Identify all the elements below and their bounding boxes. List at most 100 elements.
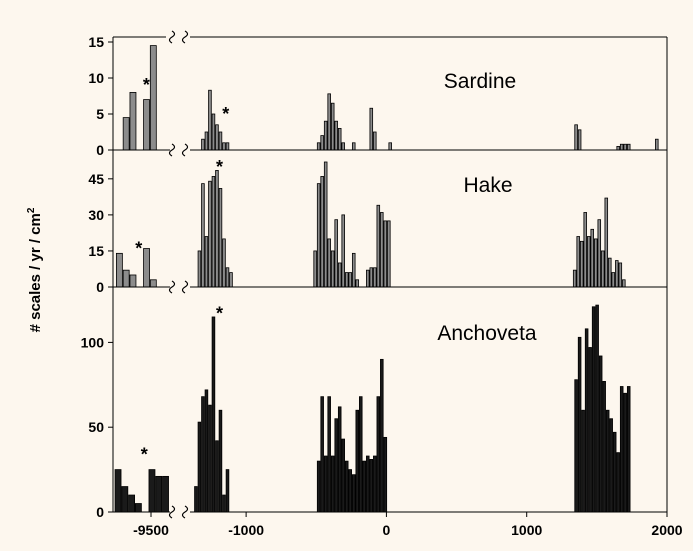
sardine-bar (373, 131, 377, 151)
anchoveta-bar (380, 358, 384, 513)
sardine-bar (320, 135, 324, 151)
axis-break-mark (181, 505, 189, 519)
anchoveta-bar (602, 381, 606, 513)
hake-bar (197, 250, 202, 288)
anchoveta-y-tick-label: 0 (96, 504, 104, 520)
anchoveta-bar (355, 409, 360, 513)
hake-bar (313, 250, 317, 288)
hake-bar (337, 262, 342, 288)
hake-bar (380, 212, 384, 288)
hake-bar (143, 248, 150, 288)
sardine-bar (626, 143, 631, 151)
anchoveta-bar (376, 396, 381, 513)
hake-bar (615, 260, 619, 288)
sardine-y-tick-label: 5 (96, 106, 104, 122)
anchoveta-bar (373, 455, 377, 513)
hake-bar (215, 170, 219, 288)
axis-break-mark (168, 143, 176, 157)
anchoveta-bar (134, 503, 142, 513)
sardine-bar (337, 127, 342, 151)
sardine-bar (323, 120, 328, 151)
hake-bar (373, 267, 377, 288)
anchoveta-bar (148, 469, 156, 513)
hake-significance-star: * (216, 157, 223, 177)
hake-bar (604, 197, 609, 288)
hake-bar (355, 279, 360, 288)
anchoveta-bar (162, 475, 169, 513)
anchoveta-bar (369, 459, 374, 513)
sardine-y-tick-label: 0 (96, 142, 104, 158)
sardine-bar (388, 142, 392, 151)
hake-bar (594, 238, 598, 288)
axis-break-mark (181, 280, 189, 294)
hake-bar (583, 212, 587, 288)
hake-bar (129, 274, 137, 288)
sardine-bar (204, 131, 209, 151)
sardine-bar (334, 120, 338, 151)
sardine-y-tick-label: 10 (88, 70, 104, 86)
hake-bar (208, 180, 212, 288)
anchoveta-bar (225, 469, 230, 513)
anchoveta-bar (623, 392, 627, 513)
anchoveta-bar (366, 455, 370, 513)
anchoveta-bar (330, 455, 335, 513)
anchoveta-bar (114, 469, 122, 513)
anchoveta-bar (155, 475, 163, 513)
anchoveta-bar (616, 452, 620, 513)
sardine-bar (619, 143, 624, 151)
anchoveta-y-tick-label: 100 (81, 334, 105, 350)
hake-bar (201, 183, 205, 288)
hake-bar (218, 188, 223, 288)
sardine-bar (143, 99, 150, 151)
anchoveta-bar (581, 409, 585, 513)
hake-y-tick-label: 0 (96, 279, 104, 295)
anchoveta-bar (362, 460, 367, 513)
anchoveta-bar (577, 336, 582, 513)
sardine-bar (341, 142, 345, 151)
hake-bar (122, 269, 130, 288)
sardine-bar (623, 143, 627, 151)
hake-bar (323, 161, 328, 288)
sardine-bar (327, 93, 331, 151)
hake-bar (572, 269, 577, 288)
axis-break-mark (181, 143, 189, 157)
anchoveta-panel-title: Anchoveta (437, 322, 537, 345)
anchoveta-bar (218, 409, 223, 513)
hake-bar (601, 250, 605, 288)
anchoveta-bar (612, 431, 617, 513)
hake-bar (576, 236, 580, 288)
hake-bar (586, 236, 591, 288)
anchoveta-bar (348, 469, 352, 513)
hake-bar (334, 219, 338, 288)
y-axis-label-superscript: 2 (26, 207, 37, 213)
anchoveta-bar (323, 455, 328, 513)
anchoveta-bar (598, 355, 603, 513)
hake-panel-title: Hake (463, 174, 512, 197)
hake-bar (327, 238, 331, 288)
anchoveta-bar (121, 486, 129, 513)
anchoveta-bar (574, 379, 578, 513)
y-axis-label: # scales / yr / cm2 (26, 207, 44, 332)
axis-break-mark (168, 280, 176, 294)
anchoveta-y-tick-label: 50 (88, 419, 104, 435)
sardine-bar (330, 102, 335, 151)
hake-bar (376, 204, 381, 288)
hake-bar (211, 176, 216, 288)
x-tick-label: 1000 (511, 522, 542, 538)
anchoveta-bar (204, 389, 209, 513)
axis-break-mark (168, 505, 176, 519)
hake-bar (608, 257, 612, 288)
sardine-y-tick-label: 15 (88, 34, 104, 50)
anchoveta-bar (626, 386, 631, 513)
anchoveta-bar (591, 306, 596, 513)
axis-break-mark (181, 30, 189, 44)
anchoveta-bar (359, 396, 363, 513)
sardine-bar (577, 129, 582, 151)
hake-bar (229, 272, 233, 288)
hake-y-tick-label: 45 (88, 171, 104, 187)
sardine-bar (218, 131, 223, 151)
hake-bar (618, 262, 623, 288)
sardine-significance-star: * (222, 104, 229, 124)
hake-bar (344, 272, 349, 288)
